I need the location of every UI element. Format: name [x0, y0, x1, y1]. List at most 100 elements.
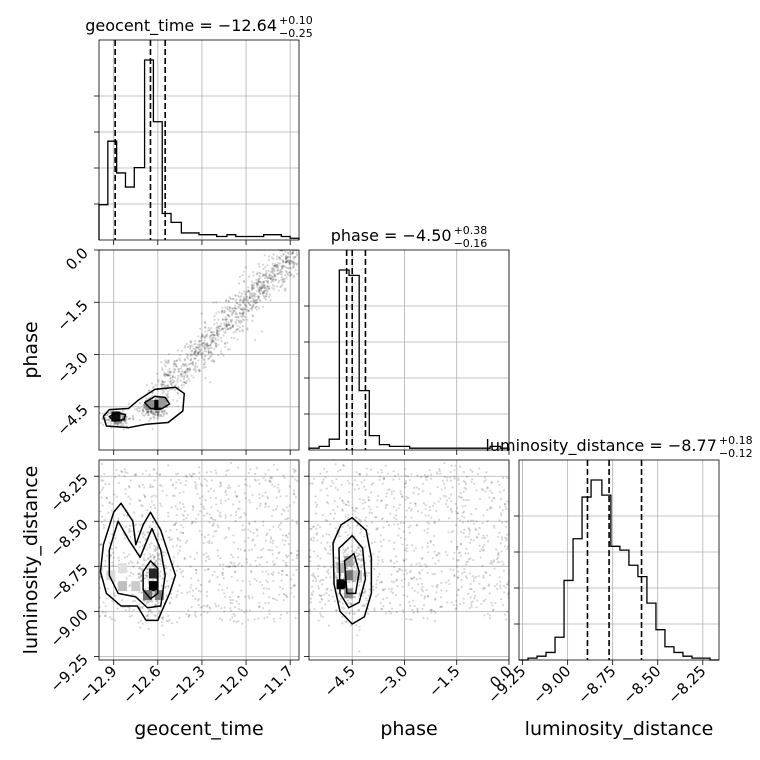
scatter-point — [490, 560, 493, 563]
scatter-point — [114, 476, 117, 479]
scatter-point — [460, 585, 463, 589]
scatter-point — [266, 285, 269, 288]
scatter-point — [179, 354, 182, 357]
scatter-point — [190, 344, 194, 347]
scatter-point — [184, 484, 187, 487]
scatter-point — [224, 514, 227, 517]
scatter-point — [281, 266, 284, 269]
scatter-point — [209, 470, 212, 473]
scatter-point — [207, 326, 210, 330]
scatter-point — [247, 309, 250, 313]
scatter-point — [499, 597, 503, 601]
scatter-point — [128, 527, 131, 531]
scatter-point — [426, 595, 430, 598]
scatter-point — [194, 339, 197, 343]
scatter-point — [346, 524, 349, 527]
scatter-point — [292, 266, 295, 269]
scatter-point — [216, 331, 219, 335]
scatter-point — [193, 351, 196, 354]
scatter-point — [172, 371, 175, 374]
scatter-point — [410, 577, 413, 580]
scatter-point — [281, 273, 284, 276]
scatter-point — [166, 390, 170, 393]
scatter-point — [292, 261, 295, 264]
scatter-point — [182, 374, 186, 378]
scatter-point — [364, 516, 367, 519]
scatter-point — [273, 597, 276, 600]
scatter-point — [248, 485, 252, 488]
scatter-point — [175, 569, 178, 572]
scatter-point — [256, 281, 260, 284]
y-tick-label: −9.00 — [47, 605, 92, 650]
scatter-point — [497, 535, 500, 538]
scatter-point — [171, 494, 175, 497]
scatter-point — [127, 562, 131, 565]
scatter-point — [478, 497, 482, 501]
scatter-point — [334, 486, 337, 489]
scatter-point — [257, 617, 260, 620]
scatter-point — [145, 572, 148, 575]
scatter-point — [493, 526, 496, 529]
scatter-point — [464, 575, 468, 578]
scatter-point — [409, 604, 412, 607]
scatter-point — [480, 548, 483, 551]
scatter-point — [124, 418, 127, 421]
scatter-point — [451, 486, 454, 489]
density-cell — [336, 563, 346, 574]
scatter-point — [247, 290, 251, 293]
scatter-point — [462, 531, 465, 534]
scatter-point — [157, 538, 160, 541]
scatter-point — [251, 285, 254, 289]
scatter-point — [138, 409, 141, 413]
scatter-point — [311, 525, 314, 528]
scatter-point — [126, 514, 129, 517]
scatter-point — [109, 411, 112, 414]
scatter-point — [404, 468, 407, 471]
scatter-point — [360, 558, 363, 561]
scatter-point — [357, 546, 361, 549]
scatter-point — [165, 566, 168, 570]
scatter-point — [221, 327, 224, 330]
scatter-point — [132, 511, 136, 514]
scatter-point — [156, 414, 159, 417]
scatter-point — [182, 371, 185, 374]
scatter-point — [110, 547, 114, 551]
scatter-point — [185, 539, 189, 542]
scatter-point — [472, 590, 476, 593]
scatter-point — [108, 541, 111, 544]
scatter-point — [222, 354, 225, 357]
scatter-point — [143, 486, 146, 489]
scatter-point — [247, 301, 251, 304]
scatter-point — [433, 521, 436, 525]
scatter-point — [378, 475, 381, 478]
scatter-point — [182, 514, 185, 517]
scatter-point — [295, 568, 298, 571]
scatter-point — [171, 381, 175, 384]
scatter-point — [241, 312, 244, 315]
scatter-point — [435, 509, 438, 513]
scatter-point — [212, 330, 215, 333]
scatter-point — [109, 422, 113, 425]
scatter-point — [355, 555, 359, 558]
scatter-point — [293, 469, 296, 472]
scatter-point — [208, 336, 211, 339]
hist-title-upper: +0.38 — [454, 224, 488, 237]
scatter-point — [184, 474, 188, 477]
scatter-point — [291, 475, 294, 478]
scatter-point — [382, 538, 385, 541]
scatter-point — [359, 566, 362, 569]
scatter-point — [141, 532, 144, 535]
scatter-point — [260, 288, 263, 291]
scatter-point — [234, 320, 237, 324]
scatter-point — [426, 541, 429, 545]
scatter-point — [353, 612, 356, 615]
scatter-point — [448, 497, 451, 500]
scatter-point — [238, 298, 242, 302]
scatter-point — [240, 312, 243, 315]
scatter-point — [157, 410, 161, 414]
scatter-point — [266, 280, 269, 283]
contour-line — [102, 386, 186, 429]
scatter-point — [291, 262, 294, 265]
scatter-point — [178, 549, 181, 552]
scatter-point — [224, 315, 227, 319]
